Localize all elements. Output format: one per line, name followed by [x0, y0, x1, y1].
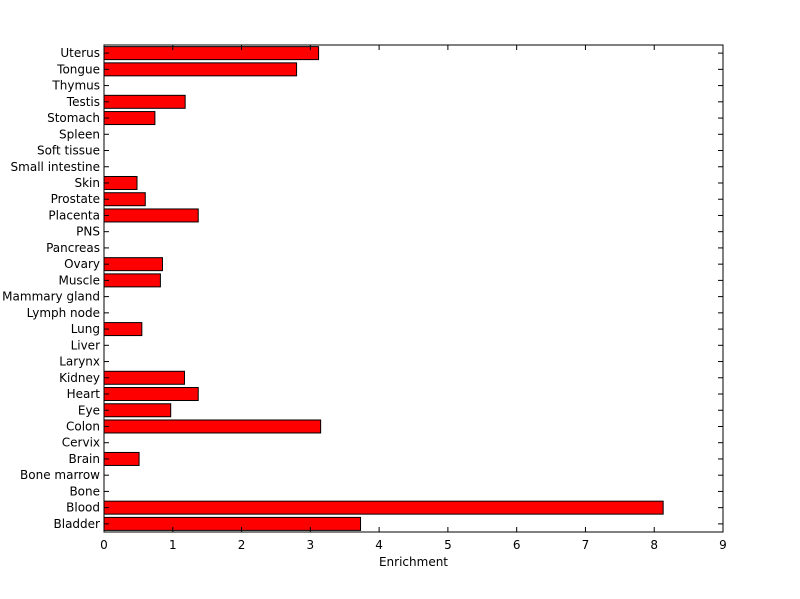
y-tick-label: Thymus: [51, 79, 100, 93]
y-tick-label: Skin: [74, 176, 100, 190]
x-tick-label: 1: [169, 538, 177, 552]
y-tick-label: Bladder: [54, 517, 101, 531]
bar-brain: [103, 451, 140, 466]
y-tick-label: Bone marrow: [20, 468, 100, 482]
y-tick-label: Pancreas: [46, 241, 100, 255]
y-tick-label: Testis: [66, 95, 100, 109]
bar-testis: [103, 94, 186, 109]
labels-layer: Uterus Tongue Thymus Testis Stomach Spleen Sof…: [2, 46, 727, 552]
bar-heart: [103, 387, 199, 402]
x-tick-label: 0: [100, 538, 108, 552]
y-tick-label: Soft tissue: [37, 144, 100, 158]
bar-placenta: [103, 208, 199, 223]
ticks-layer: [103, 45, 724, 532]
bar-colon: [103, 419, 322, 434]
y-tick-label: Cervix: [62, 436, 100, 450]
y-tick-label: Mammary gland: [2, 290, 100, 304]
y-tick-label: Bone: [69, 484, 100, 498]
y-tick-label: Tongue: [56, 62, 100, 76]
y-tick-label: Uterus: [60, 46, 100, 60]
bar-stomach: [103, 111, 156, 126]
y-tick-label: Spleen: [59, 127, 100, 141]
x-tick-label: 8: [650, 538, 658, 552]
bar-muscle: [103, 273, 161, 288]
bar-tongue: [103, 62, 298, 77]
bar-blood: [103, 500, 664, 515]
y-tick-label: Heart: [67, 387, 101, 401]
y-tick-label: Lung: [71, 322, 100, 336]
y-tick-label: Colon: [66, 419, 100, 433]
x-tick-label: 3: [307, 538, 315, 552]
bar-prostate: [103, 192, 146, 207]
y-tick-label: Liver: [71, 338, 101, 352]
y-tick-label: Stomach: [47, 111, 100, 125]
y-tick-label: Brain: [69, 452, 100, 466]
bar-kidney: [103, 370, 185, 385]
y-tick-label: Placenta: [48, 208, 100, 222]
bar-bladder: [103, 516, 362, 531]
y-tick-label: Ovary: [64, 257, 100, 271]
y-tick-label: Lymph node: [27, 306, 100, 320]
y-tick-label: Blood: [66, 501, 100, 515]
y-tick-label: Eye: [78, 403, 100, 417]
y-tick-label: Larynx: [59, 355, 100, 369]
x-tick-label: 6: [513, 538, 521, 552]
x-axis-label: Enrichment: [379, 555, 448, 569]
bars-layer: [103, 46, 664, 531]
bar-ovary: [103, 257, 163, 272]
y-tick-label: PNS: [76, 225, 100, 239]
axes-frame: [103, 44, 724, 533]
bar-uterus: [103, 46, 320, 61]
x-tick-label: 5: [444, 538, 452, 552]
y-tick-label: Muscle: [58, 273, 100, 287]
bar-eye: [103, 403, 172, 418]
y-tick-label: Kidney: [59, 371, 100, 385]
y-tick-label: Small intestine: [11, 160, 100, 174]
x-tick-label: 4: [375, 538, 383, 552]
x-tick-label: 9: [719, 538, 727, 552]
x-tick-label: 2: [238, 538, 246, 552]
bar-lung: [103, 322, 143, 337]
y-tick-label: Prostate: [51, 192, 100, 206]
x-tick-label: 7: [582, 538, 590, 552]
